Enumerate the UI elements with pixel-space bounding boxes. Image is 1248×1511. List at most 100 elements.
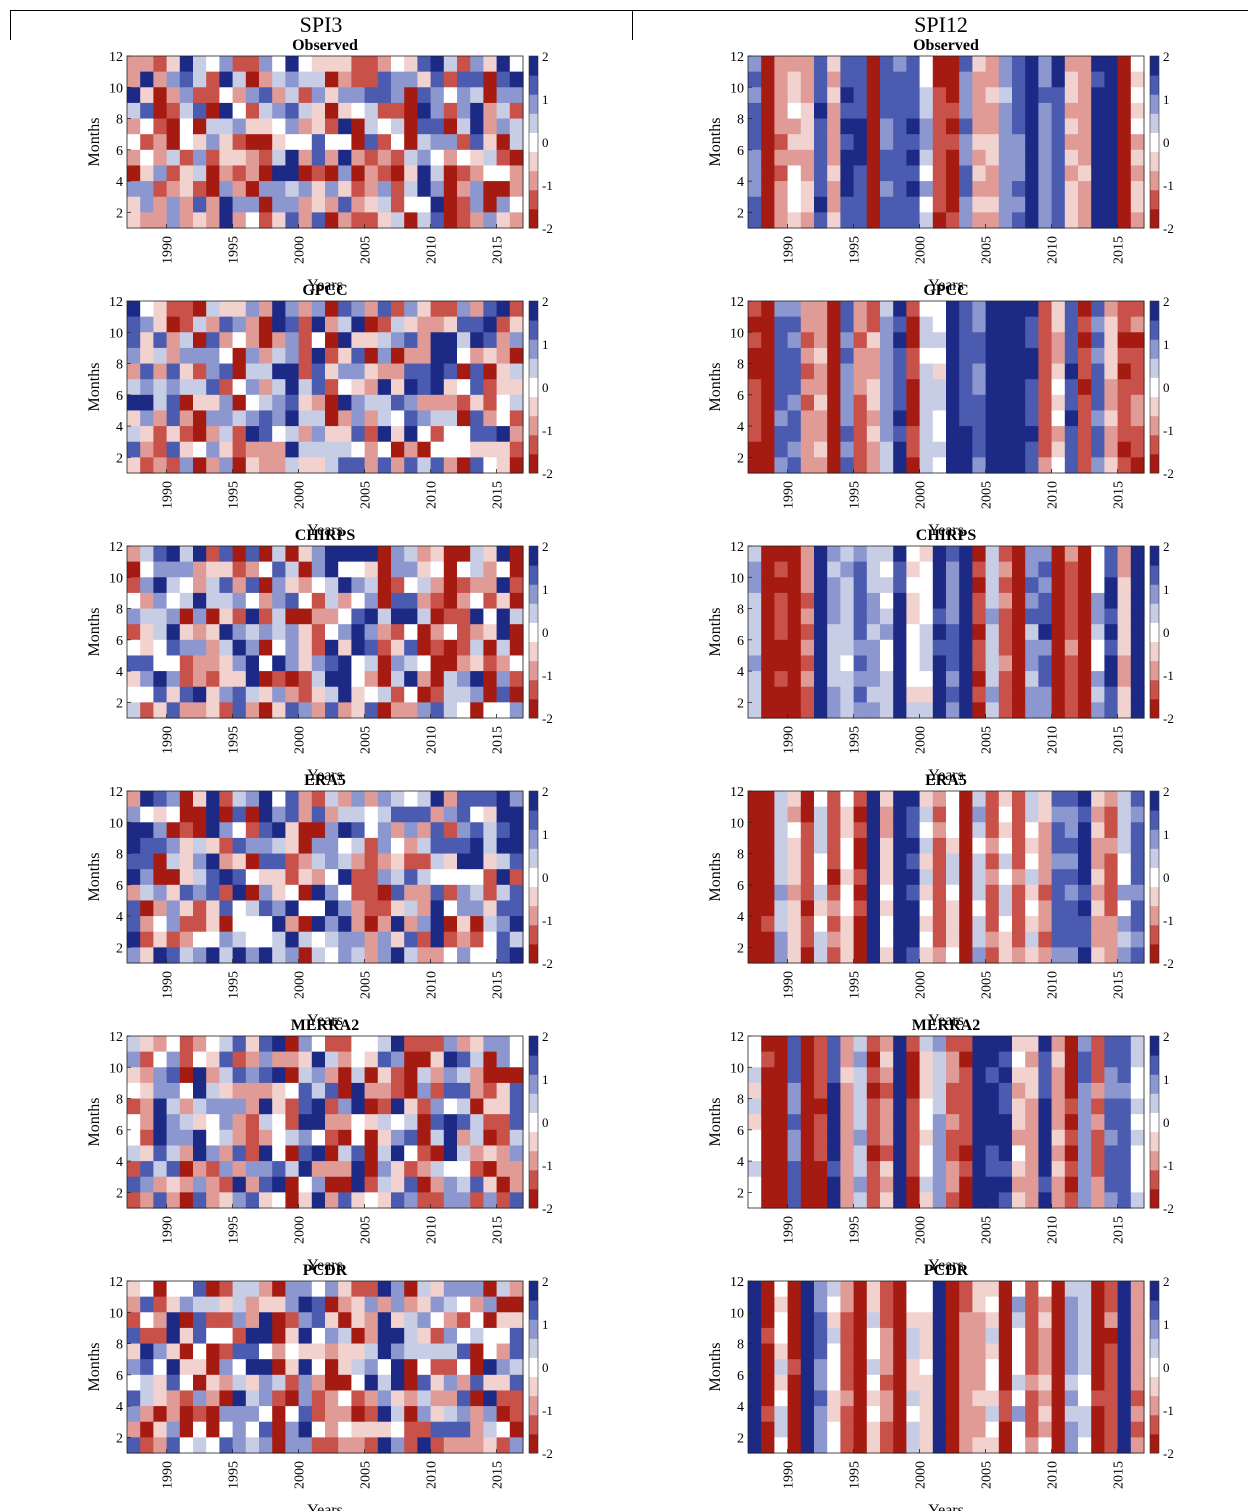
- heatmap-cell: [443, 1145, 458, 1162]
- colorbar-swatch: [1150, 886, 1159, 907]
- heatmap-cell: [219, 1343, 234, 1360]
- heatmap-cell: [932, 1051, 947, 1068]
- heatmap-cell: [840, 181, 855, 198]
- heatmap-cell: [985, 577, 1000, 594]
- heatmap-cell: [259, 806, 273, 823]
- colorbar-swatch: [529, 848, 538, 868]
- colorbar-tick-label: 1: [1163, 582, 1170, 597]
- heatmap-cell: [1064, 1437, 1079, 1454]
- heatmap-cell: [509, 316, 524, 333]
- heatmap-cell: [272, 1390, 286, 1407]
- heatmap-cell: [866, 900, 881, 917]
- heatmap-cell: [748, 1359, 762, 1376]
- heatmap-cell: [232, 196, 247, 213]
- heatmap-cell: [1025, 363, 1039, 380]
- heatmap-cell: [179, 118, 194, 135]
- heatmap-cell: [1104, 1067, 1119, 1084]
- colorbar-swatch: [1150, 1414, 1159, 1435]
- heatmap-cell: [1038, 1359, 1053, 1376]
- heatmap-cell: [748, 1192, 762, 1209]
- heatmap-cell: [272, 639, 286, 657]
- heatmap-cell: [377, 1145, 392, 1162]
- heatmap-cell: [853, 686, 868, 703]
- heatmap-cell: [1064, 1281, 1079, 1298]
- heatmap-cell: [1130, 1176, 1145, 1193]
- heatmap-cell: [457, 1067, 471, 1084]
- colorbar-tick-label: 2: [542, 49, 549, 64]
- heatmap-cell: [219, 1296, 234, 1313]
- heatmap-cell: [761, 639, 775, 657]
- x-tick-label: 2015: [491, 481, 506, 509]
- colorbar-tick-label: -1: [1163, 913, 1174, 928]
- heatmap-cell: [272, 56, 286, 73]
- heatmap-cell: [893, 1067, 907, 1084]
- heatmap-cell: [1130, 853, 1145, 870]
- heatmap-cell: [932, 1036, 947, 1053]
- heatmap-cell: [166, 916, 181, 933]
- heatmap-cell: [298, 1406, 313, 1423]
- heatmap-cell: [932, 1098, 947, 1115]
- heatmap-cell: [127, 702, 141, 719]
- heatmap-cell: [298, 1051, 313, 1068]
- heatmap-cell: [483, 884, 498, 902]
- heatmap-cell: [153, 1359, 168, 1376]
- heatmap-cell: [483, 1312, 498, 1329]
- heatmap-cell: [443, 457, 458, 474]
- heatmap-cell: [748, 87, 762, 104]
- heatmap-cell: [351, 822, 366, 839]
- heatmap-cell: [259, 1327, 273, 1345]
- colorbar: 210-1-2: [528, 1029, 553, 1216]
- heatmap-cell: [232, 1036, 247, 1053]
- heatmap-cell: [206, 837, 220, 855]
- heatmap-cell: [880, 410, 894, 427]
- heatmap-cell: [906, 165, 921, 182]
- heatmap-cell: [972, 149, 987, 167]
- heatmap-cell: [946, 1129, 960, 1147]
- x-axis-label: Years: [928, 1257, 964, 1274]
- heatmap-cell: [1117, 71, 1132, 88]
- heatmap-cell: [1038, 791, 1053, 808]
- heatmap-cell: [748, 1312, 762, 1329]
- heatmap-cell: [880, 671, 894, 688]
- heatmap-cell: [1051, 884, 1066, 902]
- heatmap-cell: [245, 363, 260, 380]
- heatmap-cell: [272, 1312, 286, 1329]
- heatmap-cell: [906, 1036, 921, 1053]
- heatmap-cell: [1012, 1421, 1026, 1438]
- heatmap-cell: [232, 441, 247, 458]
- plot-frame: [747, 545, 1145, 719]
- heatmap-cell: [800, 806, 815, 823]
- heatmap-cell: [232, 394, 247, 412]
- heatmap-cell: [417, 853, 432, 870]
- heatmap-cell: [1012, 394, 1026, 412]
- heatmap-cell: [193, 791, 207, 808]
- heatmap-cell: [364, 71, 379, 88]
- heatmap-cell: [338, 655, 352, 672]
- heatmap-cell: [470, 1051, 484, 1068]
- heatmap-cell: [364, 1098, 379, 1115]
- heatmap-cell: [483, 316, 498, 333]
- heatmap-cell: [972, 561, 987, 578]
- heatmap-cell: [985, 1343, 1000, 1360]
- colorbar-tick-label: 1: [1163, 1072, 1170, 1087]
- heatmap-cell: [140, 347, 154, 365]
- heatmap-cell: [377, 1437, 392, 1454]
- heatmap-cell: [919, 1192, 934, 1209]
- colorbar-swatch: [529, 151, 538, 172]
- heatmap-cell: [761, 702, 775, 719]
- heatmap-cell: [179, 316, 194, 333]
- heatmap-cell: [1104, 791, 1119, 808]
- heatmap-cell: [748, 1161, 762, 1178]
- heatmap-cell: [404, 853, 418, 870]
- heatmap-cell: [787, 608, 802, 625]
- heatmap-cell: [404, 347, 418, 365]
- heatmap-cell: [272, 1374, 286, 1392]
- heatmap-cell: [827, 1098, 841, 1115]
- heatmap-cell: [166, 165, 181, 182]
- heatmap-cell: [285, 686, 300, 703]
- heatmap-cell: [470, 1129, 484, 1147]
- heatmap-cell: [179, 301, 194, 318]
- heatmap-cell: [325, 165, 339, 182]
- heatmap-cell: [893, 87, 907, 104]
- heatmap-cell: [866, 577, 881, 594]
